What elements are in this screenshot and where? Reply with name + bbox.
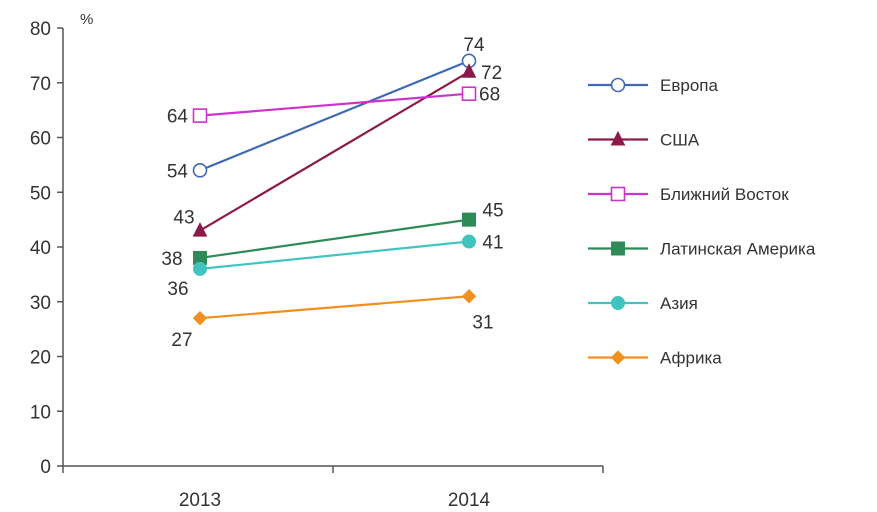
legend-label: Африка	[660, 349, 722, 368]
legend-item: Африка	[588, 349, 722, 368]
axes: 0 10 20 30 40 50 60 70 80 2013 2014	[30, 19, 604, 511]
data-point-marker	[192, 310, 208, 326]
data-point-marker	[461, 289, 477, 304]
data-point-marker	[461, 63, 477, 78]
series-line	[199, 295, 470, 320]
data-label: 74	[463, 35, 485, 56]
data-label: 54	[167, 161, 189, 182]
legend-marker	[610, 350, 626, 365]
y-tick-label: 40	[30, 238, 51, 259]
legend-item: Латинская Америка	[588, 240, 816, 259]
series-5: 27 31	[171, 289, 494, 351]
series-line	[199, 92, 470, 117]
data-label: 36	[167, 279, 188, 300]
legend-marker	[610, 77, 626, 93]
series-0: 54 74	[167, 35, 485, 183]
data-point-marker	[192, 163, 208, 178]
legend-item: Ближний Восток	[588, 185, 789, 204]
data-label: 72	[481, 63, 502, 84]
y-tick-label: 70	[30, 74, 51, 95]
legend-marker	[610, 186, 626, 202]
x-tick-label: 2014	[448, 490, 491, 511]
y-tick-label: 0	[40, 457, 51, 478]
legend-item: США	[588, 131, 700, 150]
data-point-marker	[462, 234, 476, 249]
data-point-marker	[193, 261, 207, 276]
series-3: 38 45	[161, 201, 503, 270]
data-label: 68	[479, 85, 500, 106]
y-tick-label: 60	[30, 129, 51, 150]
series-1: 43 72	[173, 63, 502, 237]
series-4: 36 41	[167, 233, 503, 300]
legend: Европа США Ближний Восток Латинская Америка…	[588, 76, 816, 368]
series-line	[199, 218, 470, 260]
data-point-marker	[192, 221, 208, 237]
legend-marker	[611, 296, 625, 310]
legend-marker	[610, 130, 626, 146]
series-2: 64 68	[167, 85, 500, 128]
y-tick-label: 20	[30, 348, 51, 369]
legend-label: Латинская Америка	[660, 240, 816, 259]
y-tick-label: 80	[30, 19, 51, 40]
legend-label: Азия	[660, 294, 698, 313]
series-line	[199, 59, 470, 172]
legend-item: Европа	[588, 76, 718, 95]
data-point-marker	[461, 86, 477, 101]
data-label: 43	[173, 208, 194, 229]
data-label: 45	[482, 201, 503, 222]
legend-item: Азия	[588, 294, 698, 313]
data-label: 41	[482, 233, 503, 254]
x-tick-label: 2013	[179, 490, 221, 511]
data-label: 27	[171, 330, 192, 351]
series-layer: 54 74 43 72 64 68 38 45 36 41 27 31	[161, 35, 503, 351]
legend-label: Европа	[660, 76, 718, 95]
data-label: 31	[472, 312, 493, 333]
series-line	[199, 70, 470, 232]
data-label: 38	[161, 249, 182, 270]
legend-label: Ближний Восток	[660, 185, 789, 204]
legend-label: США	[660, 131, 700, 150]
y-tick-label: 50	[30, 183, 51, 204]
y-tick-label: 30	[30, 293, 51, 314]
legend-marker	[611, 241, 625, 256]
data-point-marker	[462, 212, 476, 227]
series-line	[199, 240, 470, 270]
data-point-marker	[192, 108, 208, 123]
data-label: 64	[167, 107, 189, 128]
unit-label: %	[80, 11, 93, 28]
y-tick-label: 10	[30, 402, 51, 423]
